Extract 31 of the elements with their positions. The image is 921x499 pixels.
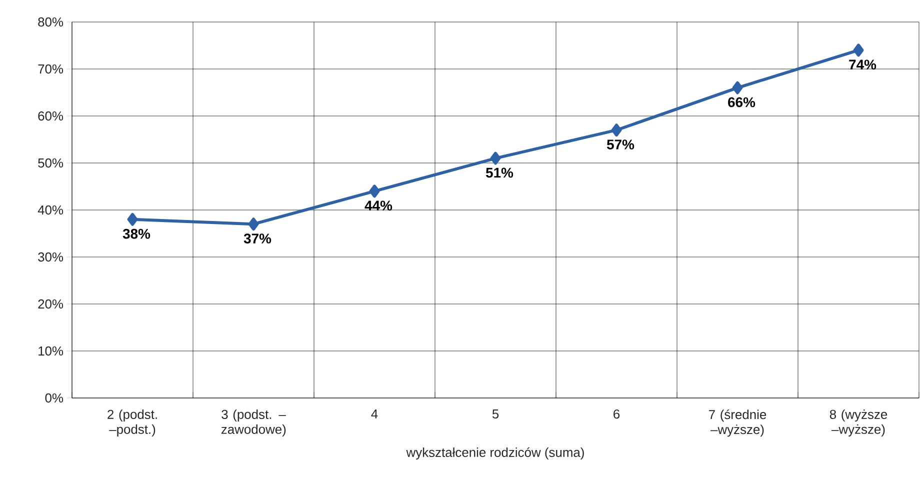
x-axis-title: wykształcenie rodziców (suma) <box>406 447 584 460</box>
point <box>248 218 259 231</box>
y-tick-label: 10% <box>38 346 64 356</box>
x-tick-label: 6 <box>614 409 620 419</box>
x-tick-label: 5 <box>492 409 499 419</box>
y-tick-label: 60% <box>38 111 64 121</box>
point <box>369 184 380 198</box>
x-tick-label: 3 (podst. – zawodowe) <box>221 409 286 436</box>
data-label: 44% <box>364 200 392 210</box>
data-label: 74% <box>849 60 876 70</box>
y-tick-label: 0% <box>45 393 64 403</box>
data-label: 38% <box>122 228 150 239</box>
y-tick-label: 80% <box>38 17 64 27</box>
x-tick-label: 8 (wyższe –wyższe) <box>830 409 888 436</box>
y-tick-label: 50% <box>38 158 64 168</box>
y-tick-label: 30% <box>38 252 64 262</box>
data-label: 57% <box>606 140 634 150</box>
y-tick-label: 70% <box>38 64 64 74</box>
point <box>853 44 864 57</box>
point <box>490 152 501 165</box>
point <box>732 81 743 94</box>
x-tick-label: 2 (podst. –podst.) <box>108 409 157 436</box>
y-tick-label: 20% <box>38 299 64 309</box>
x-tick-label: 7 (średnie –wyższe) <box>709 409 766 437</box>
data-label: 37% <box>244 234 272 244</box>
data-label: 51% <box>486 168 514 178</box>
data-label: 66% <box>728 97 756 108</box>
point <box>611 124 622 137</box>
y-tick-label: 40% <box>38 205 64 215</box>
point <box>127 212 138 226</box>
x-tick-label: 4 <box>371 409 378 418</box>
